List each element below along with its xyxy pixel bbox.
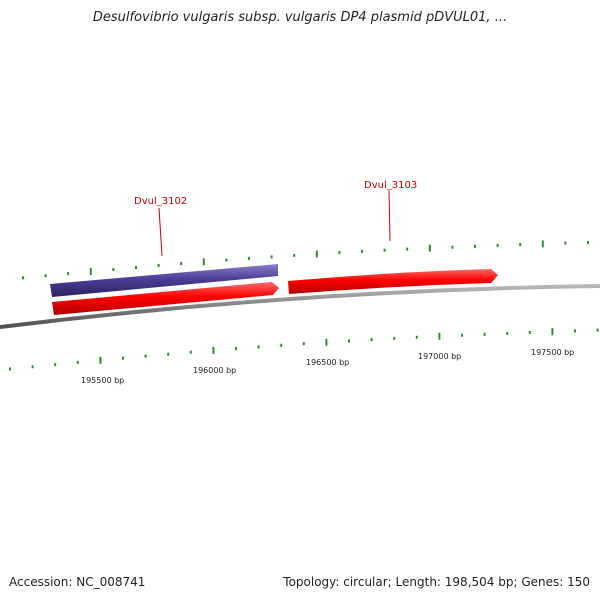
gene-dvul-3103-forward[interactable] xyxy=(288,269,498,294)
scale-label: 197000 bp xyxy=(418,352,461,361)
label-leader-dvul-3102 xyxy=(158,207,163,257)
genome-backbone xyxy=(0,284,600,329)
scale-label: 197500 bp xyxy=(531,348,574,357)
inner-tick-track xyxy=(9,328,599,371)
outer-tick-track xyxy=(22,240,589,280)
gene-label-dvul-3103[interactable]: Dvul_3103 xyxy=(364,180,417,191)
map-title: Desulfovibrio vulgaris subsp. vulgaris D… xyxy=(92,10,508,25)
label-leader-dvul-3103 xyxy=(388,190,391,242)
topology-summary: Topology: circular; Length: 198,504 bp; … xyxy=(283,575,590,589)
scale-label: 196500 bp xyxy=(306,358,349,367)
scale-label: 195500 bp xyxy=(81,376,124,385)
accession-text: Accession: NC_008741 xyxy=(9,575,146,589)
scale-label: 196000 bp xyxy=(193,366,236,375)
gene-label-dvul-3102[interactable]: Dvul_3102 xyxy=(134,196,187,207)
gene-dvul-3102-reverse[interactable] xyxy=(50,264,278,297)
gene-forward-left[interactable] xyxy=(52,282,279,315)
